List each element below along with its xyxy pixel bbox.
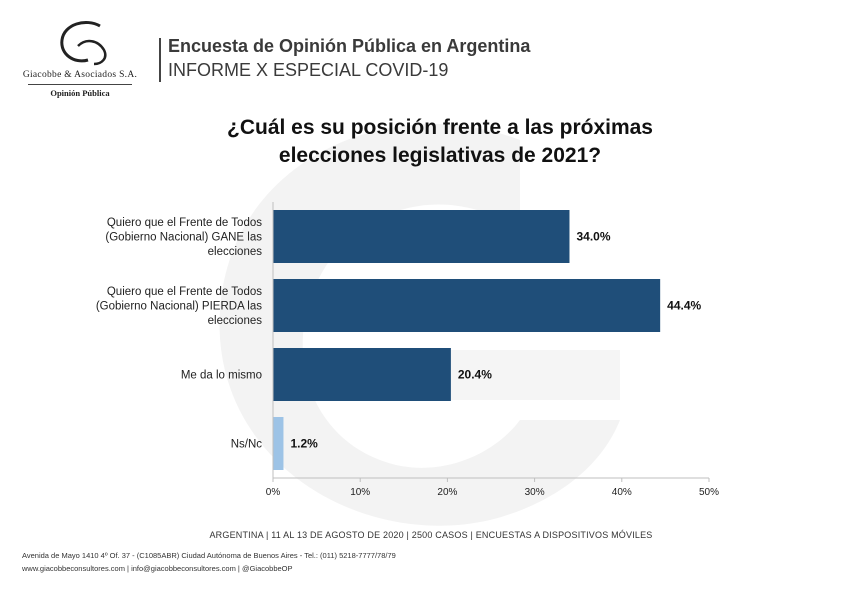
bar-1 <box>273 279 661 332</box>
x-tick-label-3: 30% <box>525 487 545 498</box>
x-tick-label-1: 10% <box>350 487 370 498</box>
category-label-2: Me da lo mismo <box>181 370 262 382</box>
address-line: Avenida de Mayo 1410 4º Of. 37 - (C1085A… <box>22 551 396 560</box>
company-name: Giacobbe & Asociados S.A. <box>22 70 138 80</box>
x-tick-label-5: 50% <box>699 487 719 498</box>
survey-info: ARGENTINA | 11 AL 13 DE AGOSTO DE 2020 |… <box>209 530 653 540</box>
header-divider <box>159 38 161 82</box>
category-label-0-line-2: elecciones <box>208 246 263 258</box>
company-logo-mark-icon <box>60 21 107 66</box>
value-label-0: 34.0% <box>576 230 610 244</box>
bar-2 <box>273 348 451 401</box>
category-label-0-line-0: Quiero que el Frente de Todos <box>107 217 262 229</box>
category-label-1: Quiero que el Frente de Todos (Gobierno N… <box>96 286 262 327</box>
report-title: Encuesta de Opinión Pública en Argentina <box>168 36 531 56</box>
chart-title: ¿Cuál es su posición frente a las próxim… <box>200 114 680 170</box>
bar-0 <box>273 210 570 263</box>
x-tick-label-4: 40% <box>612 487 632 498</box>
chart-title-line-1: ¿Cuál es su posición frente a las próxim… <box>227 116 653 139</box>
bars-group: 34.0% Quiero que el Frente de Todos (Gobie… <box>96 210 702 470</box>
company-logo: Giacobbe & Asociados S.A. Opinión Públic… <box>20 20 140 100</box>
x-tick-label-2: 20% <box>437 487 457 498</box>
report-subtitle: INFORME X ESPECIAL COVID-19 <box>168 60 449 80</box>
bar-3 <box>273 417 284 470</box>
chart-title-line-2: elecciones legislativas de 2021? <box>278 144 602 167</box>
x-tick-label-0: 0% <box>266 487 281 498</box>
contact-line: www.giacobbeconsultores.com | info@giaco… <box>22 564 293 573</box>
category-label-1-line-0: Quiero que el Frente de Todos <box>107 286 262 298</box>
x-axis: 0% 10% 20% 30% 40% 50% <box>266 202 719 498</box>
logo-divider <box>28 84 132 85</box>
category-label-1-line-2: elecciones <box>208 315 263 327</box>
category-label-0-line-1: (Gobierno Nacional) GANE las <box>105 232 262 244</box>
value-label-3: 1.2% <box>290 437 318 451</box>
value-label-1: 44.4% <box>667 299 701 313</box>
category-label-2-line-0: Me da lo mismo <box>181 370 262 382</box>
category-label-3-line-0: Ns/Nc <box>231 439 263 451</box>
category-label-0: Quiero que el Frente de Todos (Gobierno N… <box>105 217 262 258</box>
category-label-1-line-1: (Gobierno Nacional) PIERDA las <box>96 301 262 313</box>
company-subtitle: Opinión Pública <box>50 88 110 98</box>
value-label-2: 20.4% <box>458 368 492 382</box>
category-label-3: Ns/Nc <box>231 439 263 451</box>
